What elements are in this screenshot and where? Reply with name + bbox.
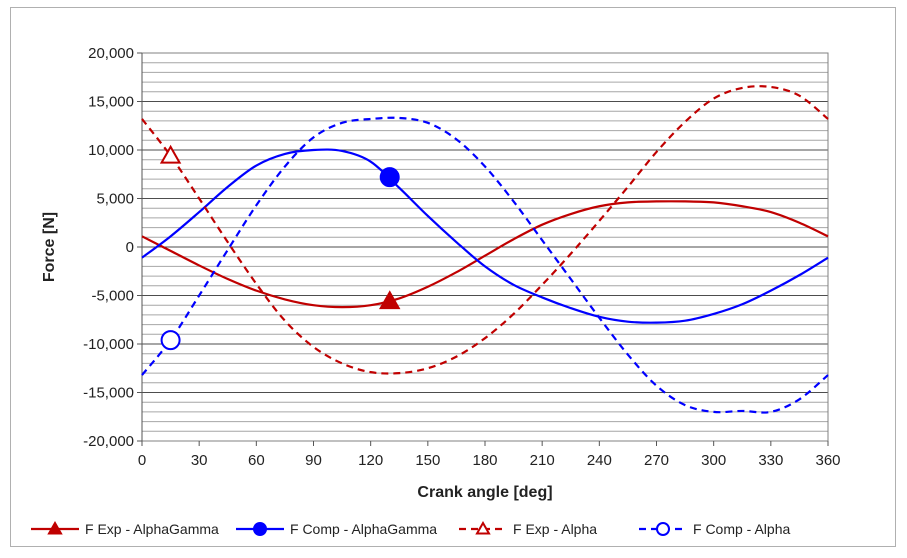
x-tick-label: 30 <box>191 452 208 469</box>
y-tick-label: -5,000 <box>91 288 134 305</box>
series-marker <box>378 290 401 310</box>
series-marker <box>379 167 400 188</box>
y-tick-label: -20,000 <box>83 433 134 450</box>
chart-frame: 0 30 60 90 120 150 180 210 240 270 300 330 360 -20,0… <box>10 7 896 547</box>
x-tick-label: 360 <box>815 452 840 469</box>
y-tick-label: 10,000 <box>88 142 134 159</box>
legend: F Exp - AlphaGamma F Comp - AlphaGamma F E… <box>31 520 790 537</box>
legend-marker <box>656 522 670 536</box>
y-axis-ticks: -20,000 -15,000 -10,000 -5,000 0 5,000 10,000 1… <box>83 45 142 450</box>
x-tick-label: 210 <box>530 452 555 469</box>
marker-layer <box>159 144 401 351</box>
x-tick-label: 330 <box>758 452 783 469</box>
legend-label: F Comp - AlphaGamma <box>290 521 437 537</box>
x-tick-label: 120 <box>358 452 383 469</box>
minor-gridlines <box>142 62 828 432</box>
legend-label: F Comp - Alpha <box>693 521 790 537</box>
series-line <box>141 200 829 309</box>
y-tick-label: -15,000 <box>83 385 134 402</box>
y-tick-label: 15,000 <box>88 94 134 111</box>
x-tick-label: 0 <box>138 452 146 469</box>
x-tick-label: 150 <box>415 452 440 469</box>
force-chart: 0 30 60 90 120 150 180 210 240 270 300 330 360 -20,0… <box>31 45 841 537</box>
y-tick-label: 20,000 <box>88 45 134 62</box>
series-line <box>141 148 829 324</box>
y-tick-label: -10,000 <box>83 336 134 353</box>
series-line <box>141 85 829 375</box>
series-marker <box>160 330 181 351</box>
x-tick-label: 240 <box>587 452 612 469</box>
series-line <box>141 116 829 414</box>
x-tick-label: 90 <box>305 452 322 469</box>
legend-marker <box>47 520 63 535</box>
x-tick-label: 270 <box>644 452 669 469</box>
legend-label: F Exp - Alpha <box>513 521 597 537</box>
x-axis-title: Crank angle [deg] <box>417 484 552 501</box>
x-tick-label: 60 <box>248 452 265 469</box>
x-axis-ticks: 0 30 60 90 120 150 180 210 240 270 300 330 360 <box>138 441 841 469</box>
y-tick-label: 5,000 <box>96 191 134 208</box>
series-marker <box>159 144 182 164</box>
series-layer <box>141 85 829 414</box>
y-axis-title: Force [N] <box>41 212 58 282</box>
x-tick-label: 180 <box>472 452 497 469</box>
x-tick-label: 300 <box>701 452 726 469</box>
legend-marker <box>475 520 491 535</box>
y-tick-label: 0 <box>126 239 134 256</box>
legend-marker <box>253 522 267 536</box>
legend-label: F Exp - AlphaGamma <box>85 521 219 537</box>
